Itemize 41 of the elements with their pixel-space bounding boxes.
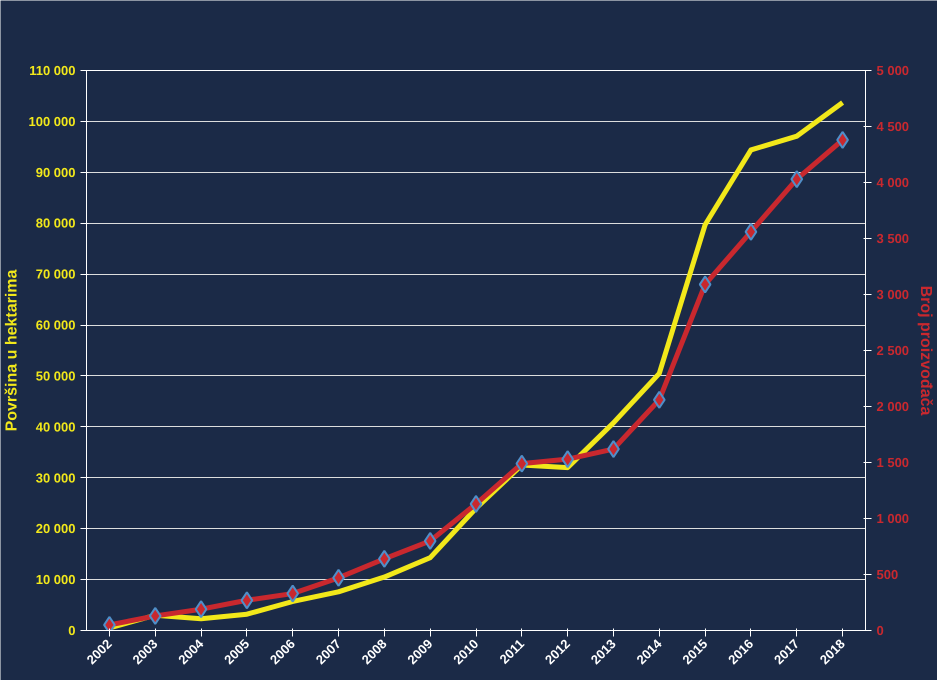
y-tick-label: 50 000 <box>36 368 76 384</box>
point <box>194 600 208 618</box>
point <box>332 568 345 587</box>
y-tick-label: 80 000 <box>36 216 76 231</box>
point <box>561 450 574 468</box>
y2-tick-label: 4 500 <box>876 119 910 134</box>
y-tick-label: 90 000 <box>36 164 76 180</box>
y2-tick-label: 0 <box>876 623 884 638</box>
point <box>836 130 849 149</box>
y2-tick-label: 2 500 <box>876 343 910 358</box>
y-tick-label: 110 000 <box>29 63 76 78</box>
y2-tick-label: 5 000 <box>876 63 910 78</box>
y2-tick-label: 1 000 <box>876 511 910 526</box>
y2-tick-label: 4 000 <box>876 175 910 190</box>
point <box>698 275 712 294</box>
point <box>744 222 758 241</box>
point <box>148 606 162 625</box>
y-tick-label: 100 000 <box>28 114 76 129</box>
y-tick-label: 30 000 <box>36 470 76 486</box>
y-tick-label: 40 000 <box>36 419 76 434</box>
y2-tick-label: 2 000 <box>876 399 910 414</box>
point <box>286 584 300 603</box>
y-axis-title: Površina u hektarima <box>4 269 21 432</box>
point <box>240 591 254 610</box>
y2-tick-label: 1 500 <box>876 455 910 470</box>
point <box>424 532 437 550</box>
point <box>378 550 391 568</box>
y-tick-label: 20 000 <box>36 521 76 536</box>
point <box>607 440 620 458</box>
y2-axis-title: Broj proizvođača <box>917 286 934 416</box>
point <box>790 170 804 188</box>
y2-tick-label: 3 000 <box>876 287 910 302</box>
y-tick-label: 60 000 <box>36 318 76 333</box>
point <box>470 494 482 513</box>
point <box>515 454 528 473</box>
y-tick-label: 10 000 <box>36 572 76 588</box>
y-tick-label: 0 <box>68 623 76 638</box>
point <box>652 390 666 409</box>
y-tick-label: 70 000 <box>36 266 76 282</box>
y2-tick-label: 3 500 <box>876 231 910 246</box>
y2-tick-label: 500 <box>876 567 898 582</box>
